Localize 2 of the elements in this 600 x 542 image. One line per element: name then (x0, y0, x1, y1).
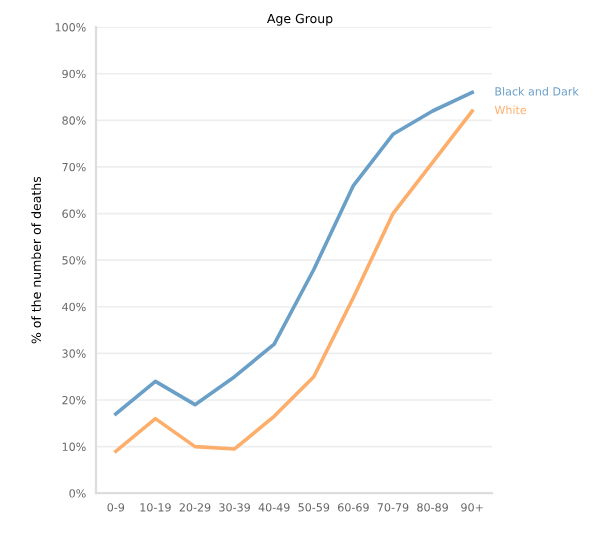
line-series (113, 90, 475, 416)
line-series (113, 109, 475, 454)
